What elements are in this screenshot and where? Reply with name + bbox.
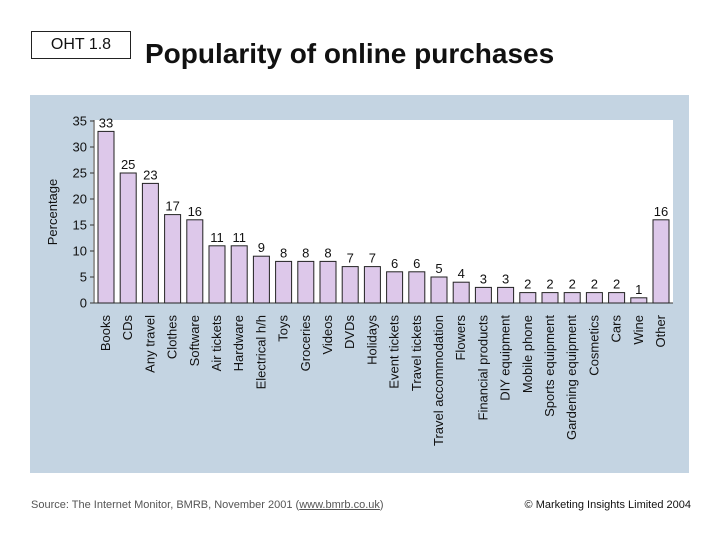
category-label: Flowers [453, 315, 468, 361]
data-label: 3 [480, 271, 487, 286]
category-label: DIY equipment [498, 315, 513, 401]
data-label: 6 [413, 256, 420, 271]
category-label: Holidays [364, 315, 379, 365]
bar [563, 292, 581, 304]
category-label: Travel tickets [409, 315, 424, 392]
source-prefix: Source: The Internet Monitor, BMRB, Nove… [31, 499, 300, 511]
bar [363, 266, 381, 304]
category-label: Sports equipment [542, 315, 557, 417]
data-label: 9 [258, 240, 265, 255]
category-label: Financial products [475, 315, 490, 421]
bar [141, 182, 159, 304]
category-label: CDs [120, 315, 135, 341]
data-label: 8 [302, 245, 309, 260]
bar [119, 172, 137, 304]
data-label: 17 [165, 199, 179, 214]
data-label: 2 [591, 277, 598, 292]
bar [275, 260, 293, 304]
source-suffix: ) [379, 499, 384, 511]
y-tick-label: 15 [73, 218, 87, 233]
y-tick-label: 35 [73, 114, 87, 129]
data-label: 11 [210, 230, 224, 245]
data-label: 1 [635, 282, 642, 297]
y-tick-label: 0 [80, 296, 87, 311]
category-label: Videos [320, 315, 335, 355]
data-label: 8 [280, 245, 287, 260]
data-label: 2 [524, 277, 531, 292]
category-label: Wine [631, 315, 646, 345]
data-label: 3 [502, 271, 509, 286]
source-link[interactable]: www.bmrb.co.uk [299, 499, 380, 511]
bar [608, 292, 626, 304]
bar [519, 292, 537, 304]
bar [341, 266, 359, 304]
y-tick-label: 20 [73, 192, 87, 207]
data-label: 25 [121, 157, 135, 172]
y-tick-label: 25 [73, 166, 87, 181]
data-label: 2 [546, 277, 553, 292]
bar [408, 271, 426, 304]
category-label: Toys [276, 315, 291, 342]
data-label: 16 [188, 204, 202, 219]
category-label: Any travel [142, 315, 157, 373]
category-label: Event tickets [387, 315, 402, 389]
data-label: 8 [324, 245, 331, 260]
y-tick-label: 5 [80, 270, 87, 285]
bar [497, 286, 515, 304]
data-label: 11 [232, 230, 246, 245]
slide-tag: OHT 1.8 [31, 31, 131, 59]
data-label: 16 [654, 204, 668, 219]
category-label: Mobile phone [520, 315, 535, 393]
category-label: Software [187, 315, 202, 366]
bar [430, 276, 448, 304]
bar [186, 219, 204, 304]
data-label: 6 [391, 256, 398, 271]
bar [652, 219, 670, 304]
bar [386, 271, 404, 304]
copyright-note: © Marketing Insights Limited 2004 [524, 499, 691, 511]
bar [319, 260, 337, 304]
data-label: 7 [347, 251, 354, 266]
data-label: 23 [143, 167, 157, 182]
y-axis-label: Percentage [45, 179, 60, 246]
data-label: 33 [99, 115, 113, 130]
category-label: Hardware [231, 315, 246, 371]
category-label: Clothes [165, 315, 180, 360]
category-label: Air tickets [209, 315, 224, 372]
bar [252, 255, 270, 304]
bar [474, 286, 492, 304]
category-label: Gardening equipment [564, 315, 579, 440]
bar [297, 260, 315, 304]
bar [208, 245, 226, 304]
y-tick-label: 10 [73, 244, 87, 259]
data-label: 2 [569, 277, 576, 292]
category-label: Cosmetics [586, 315, 601, 376]
category-label: Travel accommodation [431, 315, 446, 446]
bar [164, 214, 182, 304]
category-label: Other [653, 314, 668, 347]
bar [230, 245, 248, 304]
data-label: 7 [369, 251, 376, 266]
category-label: DVDs [342, 315, 357, 349]
category-label: Electrical h/h [253, 315, 268, 389]
data-label: 4 [458, 266, 465, 281]
category-label: Groceries [298, 315, 313, 372]
chart-panel: 0 5 10 15 20 25 30 35 Percentage 33 Books 25 CDs 23 A… [30, 95, 689, 473]
bar [452, 281, 470, 304]
bar [630, 297, 648, 304]
category-label: Cars [609, 315, 624, 343]
slide-title: Popularity of online purchases [145, 38, 555, 69]
y-tick-label: 30 [73, 140, 87, 155]
bar [97, 130, 115, 304]
source-note: Source: The Internet Monitor, BMRB, Nove… [31, 499, 384, 511]
data-label: 2 [613, 277, 620, 292]
bar [541, 292, 559, 304]
bar [585, 292, 603, 304]
data-label: 5 [435, 261, 442, 276]
category-label: Books [98, 315, 113, 352]
